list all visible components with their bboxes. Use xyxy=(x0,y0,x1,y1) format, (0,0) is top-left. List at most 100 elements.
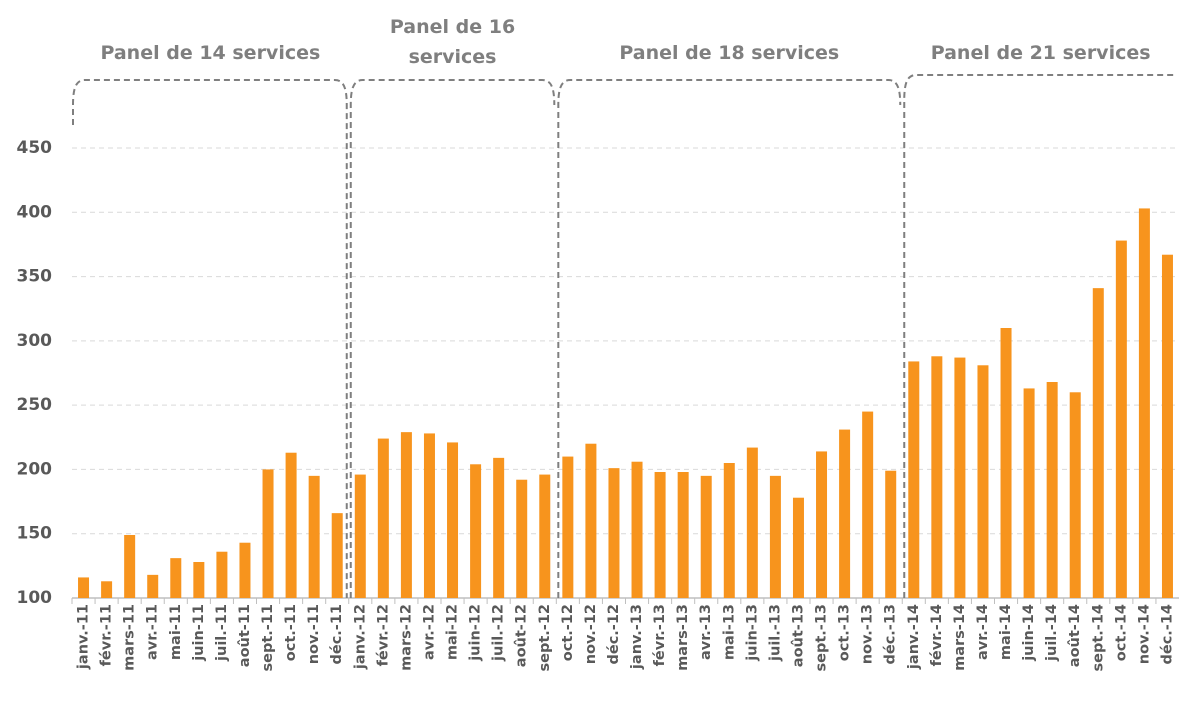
y-tick-label: 400 xyxy=(17,202,53,222)
x-tick-label: févr.-12 xyxy=(375,604,391,666)
panel-label: Panel de 14 services xyxy=(100,42,320,64)
x-tick-label: avr.-11 xyxy=(145,604,161,660)
bar xyxy=(654,472,666,598)
y-tick-label: 250 xyxy=(17,395,53,415)
x-tick-label: août-14 xyxy=(1067,604,1083,667)
y-tick-label: 100 xyxy=(17,588,53,608)
x-tick-label: juin-11 xyxy=(191,604,207,662)
bar xyxy=(585,443,597,598)
x-tick-label: août-11 xyxy=(237,604,253,667)
bar xyxy=(331,513,343,598)
bar xyxy=(1092,288,1104,598)
x-tick-label: déc.-11 xyxy=(329,604,345,665)
panel-label: services xyxy=(409,46,497,68)
bar xyxy=(700,475,712,598)
x-tick-label: déc.-14 xyxy=(1159,604,1175,665)
bar xyxy=(170,558,182,598)
bar xyxy=(308,475,320,598)
bar xyxy=(1046,382,1058,598)
panel-bracket xyxy=(903,74,1177,598)
bar xyxy=(954,357,966,598)
x-tick-label: févr.-13 xyxy=(652,604,668,666)
x-tick-label: janv.-11 xyxy=(76,604,92,670)
bar xyxy=(147,574,159,598)
bar xyxy=(377,438,389,598)
bar xyxy=(977,365,989,598)
bar xyxy=(1115,240,1127,599)
bar xyxy=(1069,392,1081,598)
x-tick-label: mai-11 xyxy=(168,604,184,660)
bar xyxy=(1138,208,1150,598)
x-tick-label: nov.-11 xyxy=(306,604,322,664)
x-tick-label: juil.-12 xyxy=(491,604,507,662)
x-tick-label: sept.-14 xyxy=(1090,604,1106,671)
bar xyxy=(1023,388,1035,598)
bar xyxy=(193,562,205,598)
y-tick-label: 300 xyxy=(17,331,53,351)
x-tick-label: oct.-11 xyxy=(283,604,299,661)
x-tick-label: janv.-12 xyxy=(352,604,368,670)
bar xyxy=(562,456,574,598)
x-tick-label: janv.-14 xyxy=(906,604,922,670)
bar xyxy=(285,452,297,598)
bar xyxy=(746,447,758,598)
x-tick-label: avr.-13 xyxy=(698,604,714,660)
bar xyxy=(608,468,620,598)
panel-label: Panel de 18 services xyxy=(619,42,839,64)
bar xyxy=(354,474,366,598)
x-tick-label: juin-13 xyxy=(744,604,760,662)
panel-label: Panel de 21 services xyxy=(931,42,1151,64)
x-tick-label: févr.-11 xyxy=(99,604,115,666)
bar xyxy=(493,457,505,598)
panel-bracket xyxy=(72,79,348,598)
x-tick-label: déc.-13 xyxy=(883,604,899,665)
bar xyxy=(516,479,528,598)
bar xyxy=(1161,254,1173,598)
bar xyxy=(931,356,943,598)
x-tick-label: août-13 xyxy=(790,604,806,667)
x-tick-label: avr.-12 xyxy=(421,604,437,660)
bar xyxy=(862,411,874,598)
panel-bracket xyxy=(557,79,902,598)
x-tick-label: déc.-12 xyxy=(606,604,622,665)
bar xyxy=(839,429,851,598)
x-tick-label: oct.-12 xyxy=(560,604,576,661)
x-tick-label: nov.-14 xyxy=(1136,604,1152,664)
x-tick-label: août-12 xyxy=(514,604,530,667)
bar xyxy=(447,442,459,598)
x-tick-label: janv.-13 xyxy=(629,604,645,670)
bar xyxy=(885,470,897,598)
bar xyxy=(124,535,136,598)
y-tick-label: 150 xyxy=(17,524,53,544)
x-tick-label: sept.-11 xyxy=(260,604,276,671)
bar xyxy=(1000,328,1012,598)
bar xyxy=(539,474,551,598)
x-tick-label: mai-14 xyxy=(998,604,1014,660)
bar xyxy=(262,469,274,598)
x-tick-label: juil.-13 xyxy=(767,604,783,662)
x-tick-label: févr.-14 xyxy=(929,604,945,666)
bar xyxy=(423,433,435,598)
bar xyxy=(400,432,412,598)
x-tick-label: mai-12 xyxy=(445,604,461,660)
bar xyxy=(239,542,251,598)
x-tick-label: juil.-11 xyxy=(214,604,230,662)
x-tick-label: sept.-12 xyxy=(537,604,553,671)
y-tick-label: 350 xyxy=(17,267,53,287)
panel-label: Panel de 16 xyxy=(390,16,515,38)
x-tick-label: nov.-12 xyxy=(583,604,599,664)
bar xyxy=(78,577,90,598)
bar xyxy=(470,464,482,598)
x-tick-label: mars-13 xyxy=(675,604,691,671)
x-tick-label: sept.-13 xyxy=(814,604,830,671)
bar xyxy=(792,497,804,598)
x-tick-label: avr.-14 xyxy=(975,604,991,660)
x-tick-label: juin-12 xyxy=(468,604,484,662)
bar xyxy=(631,461,643,598)
y-tick-label: 200 xyxy=(17,459,53,479)
x-tick-label: nov.-13 xyxy=(860,604,876,664)
bar xyxy=(769,475,781,598)
bar xyxy=(816,451,828,598)
bar xyxy=(908,361,920,598)
